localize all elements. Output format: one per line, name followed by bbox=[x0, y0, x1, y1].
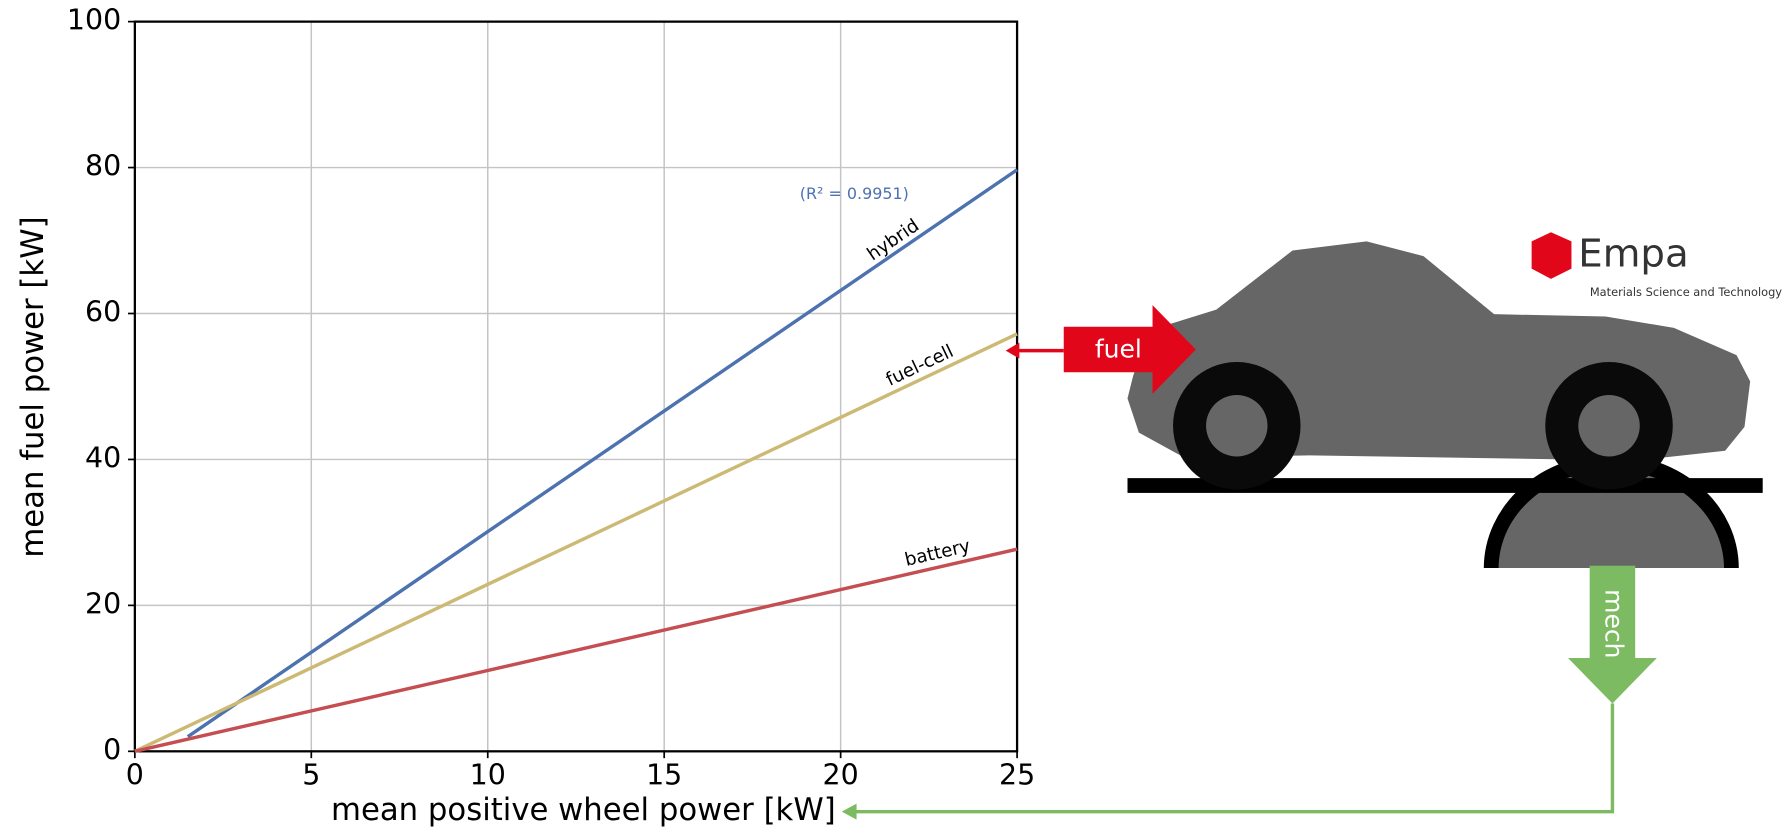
line bbox=[135, 334, 1017, 751]
series-label: fuel-cell bbox=[883, 341, 957, 391]
plot-frame bbox=[135, 22, 1017, 752]
x-tick-label: 5 bbox=[302, 758, 320, 791]
x-tick-label: 20 bbox=[823, 758, 859, 791]
mech-label: mech bbox=[1599, 589, 1628, 658]
y-tick-label: 0 bbox=[103, 733, 121, 766]
y-tick-label: 60 bbox=[85, 296, 121, 329]
logo-subtitle: Materials Science and Technology bbox=[1590, 285, 1782, 299]
fuel-label: fuel bbox=[1095, 335, 1142, 364]
logo: Empa bbox=[1578, 232, 1688, 277]
annotation: (R² = 0.9951) bbox=[800, 184, 909, 203]
y-tick-label: 100 bbox=[67, 4, 121, 37]
series-label: battery bbox=[903, 536, 973, 571]
line bbox=[135, 549, 1017, 751]
line bbox=[188, 170, 1017, 737]
y-tick-label: 20 bbox=[85, 587, 121, 620]
x-axis-label: mean positive wheel power [kW] bbox=[331, 792, 836, 828]
x-tick-label: 0 bbox=[126, 758, 144, 791]
y-tick-label: 80 bbox=[85, 150, 121, 183]
x-tick-label: 10 bbox=[470, 758, 506, 791]
figure: 0204060801000510152025hybridfuel-cellbat… bbox=[0, 0, 1786, 831]
x-tick-label: 15 bbox=[646, 758, 682, 791]
x-tick-label: 25 bbox=[999, 758, 1035, 791]
y-axis-label: mean fuel power [kW] bbox=[15, 216, 51, 557]
y-tick-label: 40 bbox=[85, 441, 121, 474]
car-diagram: fuel mech Empa Materials Science and Tec… bbox=[842, 232, 1783, 820]
